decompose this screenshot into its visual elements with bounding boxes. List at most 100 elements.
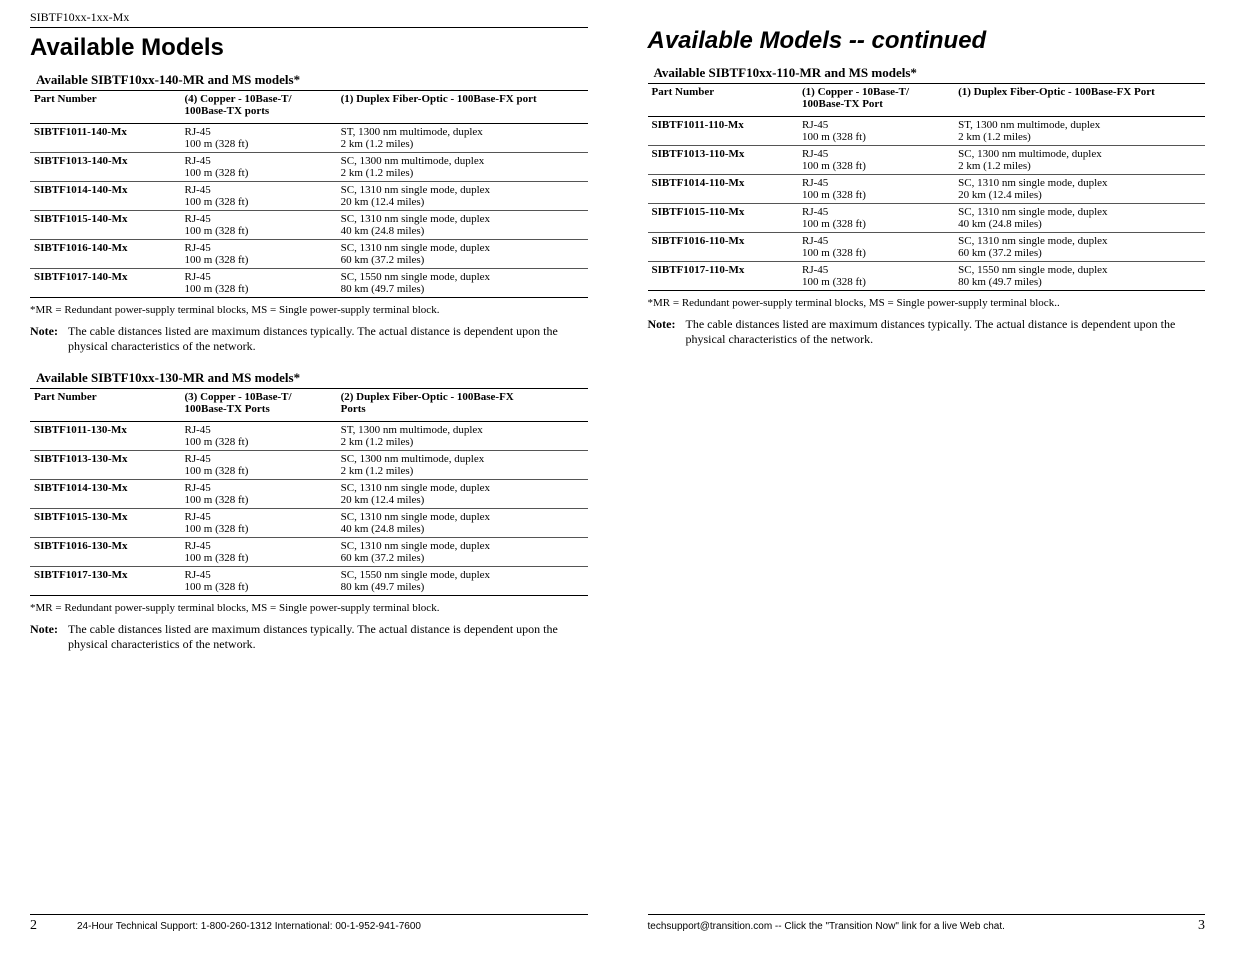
cell-part-number: SIBTF1014-130-Mx: [30, 480, 181, 509]
col-fiber: (1) Duplex Fiber-Optic - 100Base-FX port: [337, 91, 588, 124]
copper-line1: RJ-45: [802, 264, 828, 276]
cell-copper: RJ-45100 m (328 ft): [181, 211, 337, 240]
footnote-110: *MR = Redundant power-supply terminal bl…: [648, 297, 1206, 309]
col-copper-line1: (3) Copper - 10Base-T/: [185, 391, 292, 403]
cell-copper: RJ-45100 m (328 ft): [798, 146, 954, 175]
cell-part-number: SIBTF1016-140-Mx: [30, 240, 181, 269]
fiber-line2: 60 km (37.2 miles): [341, 254, 425, 266]
cell-copper: RJ-45100 m (328 ft): [181, 480, 337, 509]
table-row: SIBTF1017-140-MxRJ-45100 m (328 ft)SC, 1…: [30, 269, 588, 298]
copper-line2: 100 m (328 ft): [185, 523, 249, 535]
copper-line2: 100 m (328 ft): [802, 189, 866, 201]
cell-part-number: SIBTF1017-110-Mx: [648, 262, 799, 291]
col-copper: (3) Copper - 10Base-T/ 100Base-TX Ports: [181, 389, 337, 422]
fiber-line1: SC, 1550 nm single mode, duplex: [341, 271, 490, 283]
fiber-line2: 80 km (49.7 miles): [958, 276, 1042, 288]
cell-copper: RJ-45100 m (328 ft): [181, 509, 337, 538]
cell-part-number: SIBTF1016-130-Mx: [30, 538, 181, 567]
fiber-line1: SC, 1550 nm single mode, duplex: [958, 264, 1107, 276]
fiber-line2: 20 km (12.4 miles): [341, 494, 425, 506]
cell-part-number: SIBTF1015-110-Mx: [648, 204, 799, 233]
cell-fiber: SC, 1310 nm single mode, duplex60 km (37…: [337, 538, 588, 567]
copper-line2: 100 m (328 ft): [185, 283, 249, 295]
table-caption-130: Available SIBTF10xx-130-MR and MS models…: [36, 370, 588, 386]
cell-fiber: SC, 1310 nm single mode, duplex20 km (12…: [954, 175, 1205, 204]
cell-fiber: SC, 1300 nm multimode, duplex2 km (1.2 m…: [337, 153, 588, 182]
copper-line2: 100 m (328 ft): [802, 247, 866, 259]
copper-line1: RJ-45: [185, 482, 211, 494]
fiber-line2: 80 km (49.7 miles): [341, 581, 425, 593]
col-fiber: (1) Duplex Fiber-Optic - 100Base-FX Port: [954, 84, 1205, 117]
table-row: SIBTF1011-140-MxRJ-45100 m (328 ft)ST, 1…: [30, 124, 588, 153]
cell-copper: RJ-45100 m (328 ft): [181, 124, 337, 153]
fiber-line1: ST, 1300 nm multimode, duplex: [958, 119, 1100, 131]
fiber-line2: 60 km (37.2 miles): [958, 247, 1042, 259]
cell-fiber: SC, 1300 nm multimode, duplex2 km (1.2 m…: [337, 451, 588, 480]
fiber-line1: SC, 1310 nm single mode, duplex: [958, 177, 1107, 189]
note-label: Note:: [30, 324, 58, 354]
table-caption-140: Available SIBTF10xx-140-MR and MS models…: [36, 72, 588, 88]
cell-fiber: SC, 1300 nm multimode, duplex2 km (1.2 m…: [954, 146, 1205, 175]
right-page: Available Models -- continued Available …: [618, 0, 1235, 954]
col-copper-line2: 100Base-TX Ports: [185, 403, 270, 415]
cell-part-number: SIBTF1011-130-Mx: [30, 422, 181, 451]
fiber-line2: 2 km (1.2 miles): [958, 131, 1031, 143]
fiber-line1: SC, 1310 nm single mode, duplex: [958, 206, 1107, 218]
table-row: SIBTF1011-130-MxRJ-45100 m (328 ft)ST, 1…: [30, 422, 588, 451]
copper-line1: RJ-45: [185, 540, 211, 552]
copper-line1: RJ-45: [185, 511, 211, 523]
note-140: Note: The cable distances listed are max…: [30, 324, 588, 354]
col-fiber-line2: Ports: [341, 403, 366, 415]
page-spread: SIBTF10xx-1xx-Mx Available Models Availa…: [0, 0, 1235, 954]
fiber-line1: SC, 1300 nm multimode, duplex: [341, 155, 485, 167]
copper-line2: 100 m (328 ft): [185, 254, 249, 266]
copper-line1: RJ-45: [802, 206, 828, 218]
note-label: Note:: [648, 317, 676, 347]
col-copper-line1: (4) Copper - 10Base-T/: [185, 93, 292, 105]
note-110: Note: The cable distances listed are max…: [648, 317, 1206, 347]
copper-line1: RJ-45: [185, 242, 211, 254]
footer-text: 24-Hour Technical Support: 1-800-260-131…: [77, 921, 421, 932]
table-row: SIBTF1016-140-MxRJ-45100 m (328 ft)SC, 1…: [30, 240, 588, 269]
cell-copper: RJ-45100 m (328 ft): [798, 204, 954, 233]
copper-line2: 100 m (328 ft): [185, 494, 249, 506]
cell-part-number: SIBTF1017-130-Mx: [30, 567, 181, 596]
fiber-line2: 40 km (24.8 miles): [958, 218, 1042, 230]
copper-line2: 100 m (328 ft): [185, 225, 249, 237]
footer-text: techsupport@transition.com -- Click the …: [648, 921, 1005, 932]
table-row: SIBTF1014-140-MxRJ-45100 m (328 ft)SC, 1…: [30, 182, 588, 211]
cell-part-number: SIBTF1013-130-Mx: [30, 451, 181, 480]
fiber-line1: SC, 1300 nm multimode, duplex: [958, 148, 1102, 160]
cell-fiber: SC, 1550 nm single mode, duplex80 km (49…: [337, 269, 588, 298]
table-row: SIBTF1016-110-MxRJ-45100 m (328 ft)SC, 1…: [648, 233, 1206, 262]
cell-fiber: SC, 1310 nm single mode, duplex40 km (24…: [337, 509, 588, 538]
fiber-line1: SC, 1310 nm single mode, duplex: [341, 482, 490, 494]
fiber-line2: 40 km (24.8 miles): [341, 225, 425, 237]
page-number: 2: [30, 918, 37, 934]
cell-copper: RJ-45100 m (328 ft): [181, 422, 337, 451]
note-text: The cable distances listed are maximum d…: [68, 324, 588, 354]
fiber-line2: 2 km (1.2 miles): [341, 436, 414, 448]
cell-fiber: ST, 1300 nm multimode, duplex2 km (1.2 m…: [954, 117, 1205, 146]
table-row: SIBTF1013-110-MxRJ-45100 m (328 ft)SC, 1…: [648, 146, 1206, 175]
cell-fiber: SC, 1310 nm single mode, duplex20 km (12…: [337, 480, 588, 509]
copper-line2: 100 m (328 ft): [185, 167, 249, 179]
table-row: SIBTF1014-130-MxRJ-45100 m (328 ft)SC, 1…: [30, 480, 588, 509]
fiber-line2: 2 km (1.2 miles): [341, 465, 414, 477]
table-row: SIBTF1015-110-MxRJ-45100 m (328 ft)SC, 1…: [648, 204, 1206, 233]
cell-part-number: SIBTF1014-110-Mx: [648, 175, 799, 204]
cell-fiber: SC, 1310 nm single mode, duplex40 km (24…: [954, 204, 1205, 233]
cell-fiber: SC, 1310 nm single mode, duplex40 km (24…: [337, 211, 588, 240]
fiber-line2: 20 km (12.4 miles): [958, 189, 1042, 201]
cell-copper: RJ-45100 m (328 ft): [181, 182, 337, 211]
copper-line1: RJ-45: [185, 453, 211, 465]
cell-part-number: SIBTF1013-110-Mx: [648, 146, 799, 175]
header-spacer: [648, 10, 1206, 27]
copper-line2: 100 m (328 ft): [802, 276, 866, 288]
cell-fiber: SC, 1310 nm single mode, duplex20 km (12…: [337, 182, 588, 211]
note-130: Note: The cable distances listed are max…: [30, 622, 588, 652]
cell-copper: RJ-45100 m (328 ft): [798, 262, 954, 291]
copper-line1: RJ-45: [802, 148, 828, 160]
copper-line1: RJ-45: [185, 213, 211, 225]
cell-part-number: SIBTF1013-140-Mx: [30, 153, 181, 182]
